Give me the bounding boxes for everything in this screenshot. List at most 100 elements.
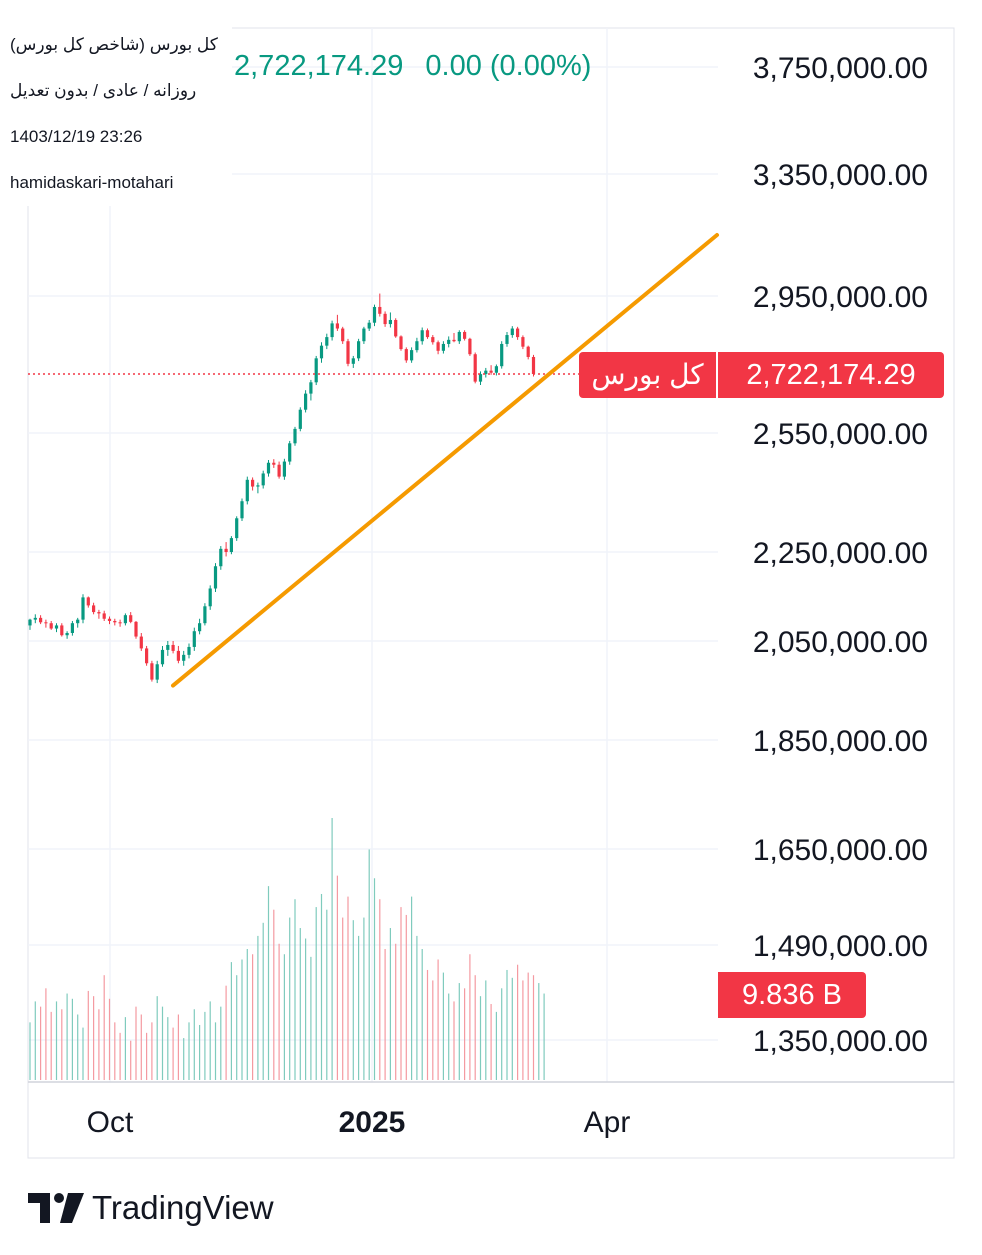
volume-bar — [214, 1022, 217, 1080]
candle — [325, 333, 329, 350]
candle — [187, 643, 191, 659]
volume-bar — [50, 1011, 52, 1080]
volume-bar — [283, 954, 285, 1080]
candle-body — [240, 501, 244, 519]
volume-bar — [124, 1017, 126, 1080]
brand[interactable]: TradingView — [28, 1186, 274, 1230]
candle-body — [357, 341, 361, 359]
candle-body — [219, 548, 223, 567]
candle-body — [282, 461, 286, 477]
candle-body — [171, 644, 175, 651]
time-axis-label: 2025 — [339, 1106, 406, 1139]
volume-bar — [543, 993, 545, 1080]
candle — [383, 311, 387, 327]
time-axis[interactable]: Oct 2025 Apr — [87, 1106, 631, 1139]
quote-values: 2,722,174.29 0.00 (0.00%) — [234, 50, 605, 83]
candle — [510, 326, 514, 338]
candle-body — [526, 346, 530, 357]
candle — [176, 645, 180, 664]
candle — [309, 379, 313, 401]
symbol-datetime: 1403/12/19 23:26 — [10, 127, 143, 146]
candle — [494, 364, 498, 376]
volume-bar — [71, 998, 73, 1080]
volume-bar — [538, 983, 540, 1080]
volume-bar — [421, 949, 423, 1080]
candle — [431, 335, 435, 345]
candle — [473, 352, 477, 384]
volume-bar — [384, 949, 386, 1080]
volume-bar — [273, 909, 275, 1080]
candle-body — [351, 358, 355, 364]
time-axis-label: Apr — [584, 1106, 631, 1139]
volume-bar — [114, 1022, 116, 1080]
candle-body — [410, 350, 414, 361]
candle — [394, 318, 398, 338]
volume-bar — [77, 1014, 79, 1080]
candle — [388, 312, 392, 328]
candle — [526, 345, 530, 360]
candle — [182, 650, 186, 666]
candle-body — [319, 345, 324, 359]
candle — [219, 546, 223, 570]
candle — [44, 619, 48, 628]
candle — [70, 620, 74, 636]
volume-bar — [140, 1014, 142, 1080]
candle-body — [383, 313, 387, 325]
volume-bar — [389, 928, 391, 1080]
volume-bar — [517, 964, 519, 1080]
volume-bar — [426, 969, 429, 1080]
brand-name: TradingView — [92, 1189, 274, 1226]
chart-author: hamidaskari-motahari — [10, 173, 174, 192]
volume-bar — [405, 914, 407, 1080]
symbol-title[interactable]: کل بورس (شاخص کل بورس) — [10, 35, 218, 54]
volume-bar — [469, 954, 471, 1080]
candle — [266, 459, 271, 477]
candle — [447, 336, 451, 348]
volume-bar — [479, 996, 482, 1080]
volume-bar — [167, 1017, 169, 1080]
candle-body — [505, 335, 509, 344]
volume-bar — [310, 956, 312, 1080]
candle-body — [457, 331, 461, 342]
price-change-value: 0.00 (0.00%) — [425, 50, 592, 82]
candle — [362, 326, 366, 344]
candle-body — [415, 341, 419, 351]
tradingview-logo-icon — [28, 1193, 84, 1223]
volume-bar — [130, 1040, 132, 1080]
candle — [49, 620, 53, 630]
price-axis-label: 2,950,000.00 — [753, 281, 928, 314]
volume-bar — [485, 980, 487, 1080]
candle-body — [431, 337, 435, 343]
candle-body — [452, 339, 456, 342]
volume-bar — [188, 1022, 190, 1080]
candle — [346, 338, 350, 367]
candle-body — [235, 518, 239, 539]
candle — [33, 614, 37, 624]
candle-body — [208, 588, 212, 607]
candle — [155, 660, 159, 684]
volume-bar — [368, 849, 370, 1080]
candle-body — [288, 443, 292, 462]
candle-body — [213, 566, 218, 589]
price-axis-label: 3,750,000.00 — [753, 52, 928, 85]
volume-bar — [267, 886, 270, 1080]
trendline[interactable] — [171, 233, 719, 688]
candle — [129, 612, 133, 624]
symbol-interval: روزانه / عادی / بدون تعدیل — [10, 81, 197, 100]
candle-body — [367, 322, 371, 329]
volume-bar — [522, 980, 524, 1080]
volume-bar — [278, 943, 280, 1080]
volume-bar — [363, 917, 365, 1080]
volume-bar — [183, 1038, 185, 1080]
candle — [484, 367, 488, 378]
candle — [314, 355, 318, 386]
candle — [150, 660, 154, 682]
price-axis-label: 1,850,000.00 — [753, 725, 928, 758]
price-axis[interactable]: 3,750,000.00 3,350,000.00 2,950,000.00 2,55… — [753, 52, 928, 1058]
volume-bar — [204, 1011, 206, 1080]
volume-bar — [103, 975, 105, 1080]
candle-body — [341, 328, 345, 342]
price-axis-label: 3,350,000.00 — [753, 159, 928, 192]
volume-bar — [373, 878, 376, 1080]
